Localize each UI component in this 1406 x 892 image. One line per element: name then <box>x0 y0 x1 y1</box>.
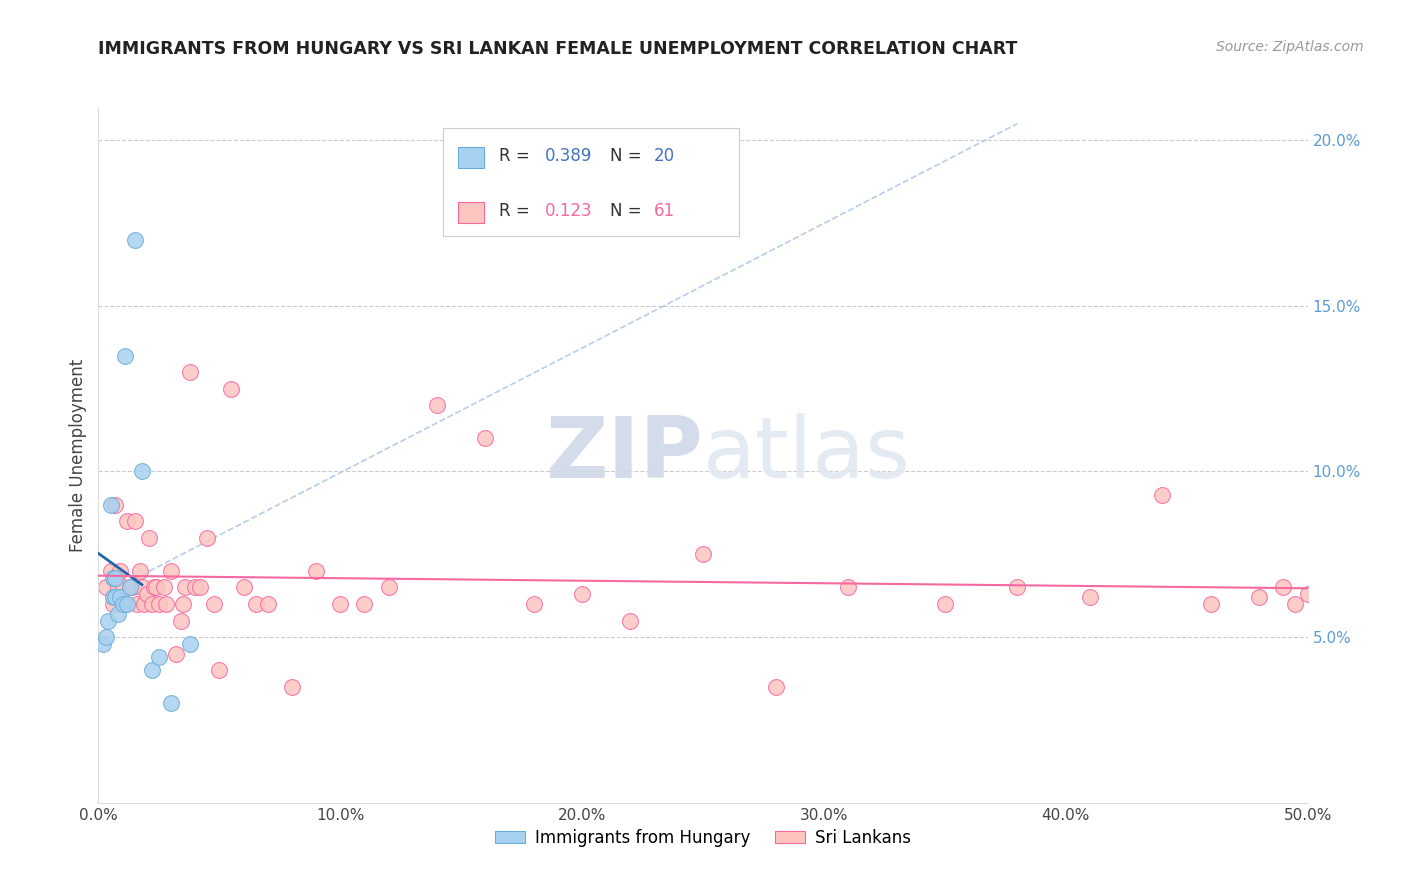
Text: R =: R = <box>499 147 534 165</box>
Y-axis label: Female Unemployment: Female Unemployment <box>69 359 87 551</box>
Text: ZIP: ZIP <box>546 413 703 497</box>
Text: 0.389: 0.389 <box>544 147 592 165</box>
Point <box>179 637 201 651</box>
Point <box>118 581 141 595</box>
Point <box>118 581 141 595</box>
Point <box>143 581 166 595</box>
Point <box>101 570 124 584</box>
Point <box>329 597 352 611</box>
Point <box>1152 488 1174 502</box>
Point <box>179 365 201 379</box>
Point <box>1284 597 1306 611</box>
Point <box>1078 591 1101 605</box>
Point <box>128 564 150 578</box>
Point <box>94 630 117 644</box>
Point <box>1272 581 1295 595</box>
Point <box>245 597 267 611</box>
Point <box>837 581 859 595</box>
Point <box>160 564 183 578</box>
Point <box>114 597 136 611</box>
Point <box>172 597 194 611</box>
Point <box>523 597 546 611</box>
Point <box>188 581 211 595</box>
FancyBboxPatch shape <box>443 128 740 235</box>
Text: 0.123: 0.123 <box>544 202 592 220</box>
Point <box>174 581 197 595</box>
Point <box>135 587 157 601</box>
Point <box>138 531 160 545</box>
Point <box>111 581 134 595</box>
Point <box>127 597 149 611</box>
Point <box>184 581 207 595</box>
Point <box>141 663 163 677</box>
Point <box>377 581 399 595</box>
Point <box>426 398 449 412</box>
Point <box>1296 587 1319 601</box>
Point <box>1199 597 1222 611</box>
Point <box>121 581 143 595</box>
Point <box>160 697 183 711</box>
Text: 20: 20 <box>654 147 675 165</box>
Point <box>474 431 496 445</box>
Point <box>124 233 146 247</box>
Point <box>134 597 156 611</box>
Point <box>114 349 136 363</box>
Text: N =: N = <box>610 202 647 220</box>
Point <box>117 514 139 528</box>
Point <box>232 581 254 595</box>
Point <box>91 637 114 651</box>
Point <box>155 597 177 611</box>
Point <box>117 597 139 611</box>
Point <box>100 564 122 578</box>
Point <box>104 570 127 584</box>
Point <box>169 614 191 628</box>
Point <box>104 591 127 605</box>
Point <box>148 597 170 611</box>
Point <box>208 663 231 677</box>
Text: R =: R = <box>499 202 534 220</box>
Point <box>131 581 153 595</box>
Point <box>1007 581 1029 595</box>
Text: atlas: atlas <box>703 413 911 497</box>
Point <box>107 581 129 595</box>
Point <box>305 564 328 578</box>
Point <box>107 607 129 621</box>
Point <box>100 498 122 512</box>
Point <box>141 597 163 611</box>
Point <box>108 564 131 578</box>
Point <box>256 597 278 611</box>
Point <box>165 647 187 661</box>
Point <box>1249 591 1271 605</box>
Point <box>692 547 714 561</box>
Point <box>195 531 218 545</box>
Point <box>111 597 134 611</box>
Text: IMMIGRANTS FROM HUNGARY VS SRI LANKAN FEMALE UNEMPLOYMENT CORRELATION CHART: IMMIGRANTS FROM HUNGARY VS SRI LANKAN FE… <box>98 40 1018 58</box>
FancyBboxPatch shape <box>457 147 484 169</box>
Text: 61: 61 <box>654 202 675 220</box>
FancyBboxPatch shape <box>457 202 484 223</box>
Point <box>108 591 131 605</box>
Point <box>97 614 120 628</box>
Legend: Immigrants from Hungary, Sri Lankans: Immigrants from Hungary, Sri Lankans <box>488 822 918 854</box>
Point <box>104 498 127 512</box>
Point <box>934 597 956 611</box>
Point <box>94 581 117 595</box>
Point <box>281 680 304 694</box>
Point <box>152 581 174 595</box>
Point <box>619 614 641 628</box>
Point <box>204 597 226 611</box>
Text: N =: N = <box>610 147 647 165</box>
Point <box>353 597 375 611</box>
Point <box>571 587 593 601</box>
Point <box>101 597 124 611</box>
Point <box>221 382 243 396</box>
Point <box>101 591 124 605</box>
Point <box>765 680 787 694</box>
Point <box>148 650 170 665</box>
Point <box>145 581 167 595</box>
Point <box>124 514 146 528</box>
Point <box>131 465 153 479</box>
Text: Source: ZipAtlas.com: Source: ZipAtlas.com <box>1216 40 1364 54</box>
